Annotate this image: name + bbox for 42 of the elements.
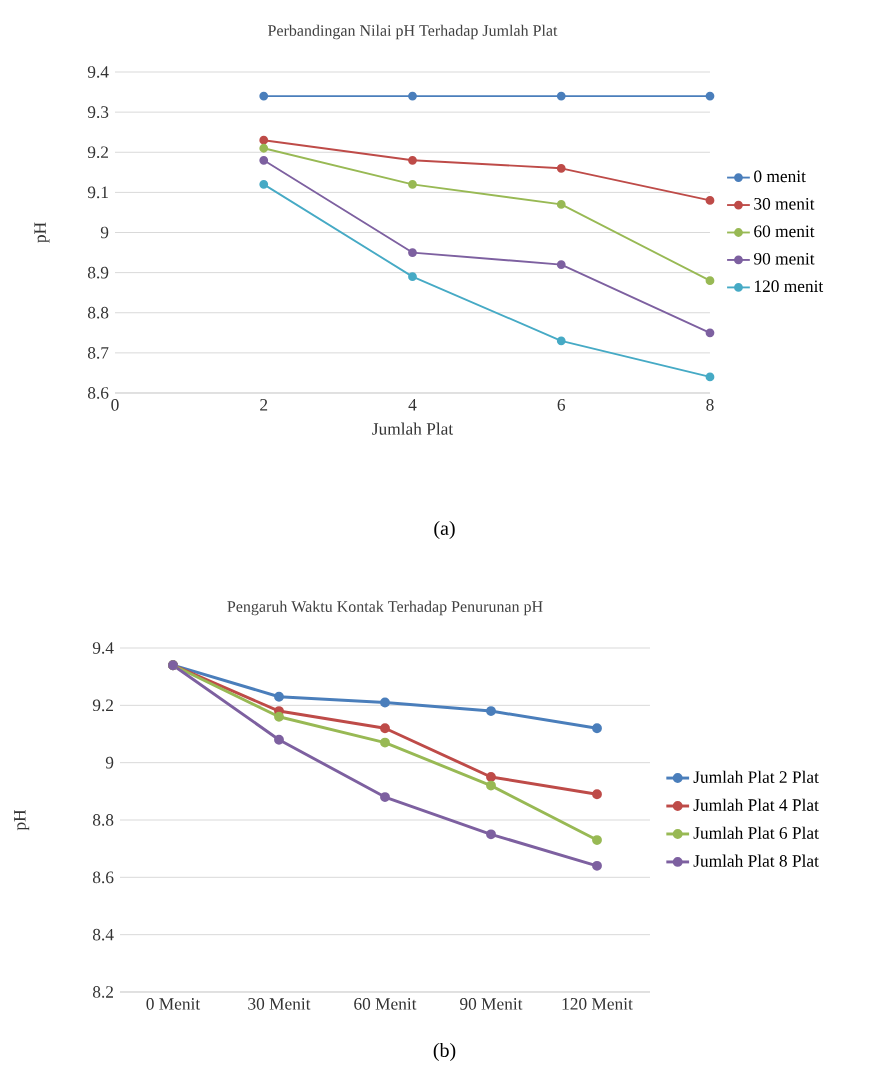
y-tick-label: 8.4	[92, 928, 114, 941]
legend-label: Jumlah Plat 2 Plat	[693, 770, 819, 783]
y-tick-label: 8.9	[87, 266, 109, 279]
x-tick-label: 0	[111, 399, 119, 411]
y-tick-label: 8.8	[92, 814, 114, 826]
x-tick-label: 90 Menit	[460, 998, 523, 1010]
y-axis-title: pH	[14, 809, 30, 831]
text: (a)	[434, 520, 455, 540]
legend-label: 0 menit	[754, 170, 806, 183]
x-tick-label: 60 Menit	[354, 998, 417, 1010]
y-tick-label: 8.2	[92, 986, 113, 998]
y-tick-label: 8.8	[87, 306, 109, 319]
y-tick-label: 9.2	[87, 146, 108, 159]
y-tick-label: 8.6	[92, 871, 114, 884]
legend-label: 60 menit	[754, 225, 815, 238]
x-tick-label: 120 Menit	[562, 998, 633, 1010]
y-tick-label: 9.4	[87, 66, 109, 78]
y-tick-label: 9	[105, 756, 114, 769]
x-tick-label: 0 Menit	[146, 998, 201, 1010]
chart-title: Pengaruh Waktu Kontak Terhadap Penurunan pH	[227, 600, 543, 616]
y-tick-label: 9.3	[87, 106, 109, 118]
y-tick-label: 9	[100, 226, 109, 239]
x-tick-label: 2	[260, 399, 268, 411]
legend-label: 30 menit	[754, 197, 815, 210]
text: (b)	[433, 1042, 456, 1062]
y-axis-title: pH	[34, 222, 50, 243]
x-tick-label: 4	[408, 399, 417, 411]
legend-label: 120 menit	[754, 280, 824, 293]
y-tick-label: 8.6	[87, 387, 109, 399]
y-tick-label: 8.7	[87, 346, 109, 359]
y-tick-label: 9.1	[87, 186, 108, 199]
legend-label: 90 menit	[754, 252, 815, 265]
x-tick-label: 30 Menit	[248, 998, 311, 1010]
y-tick-label: 9.4	[92, 642, 114, 654]
legend-label: Jumlah Plat 4 Plat	[693, 798, 819, 811]
chart-title: Perbandingan Nilai pH Terhadap Jumlah Plat	[267, 24, 558, 40]
x-tick-label: 8	[706, 399, 714, 411]
legend-label: Jumlah Plat 8 Plat	[693, 854, 819, 867]
x-tick-label: 6	[557, 399, 566, 411]
x-axis-title: Jumlah Plat	[372, 422, 454, 435]
legend-label: Jumlah Plat 6 Plat	[693, 826, 819, 839]
y-tick-label: 9.2	[92, 699, 113, 712]
